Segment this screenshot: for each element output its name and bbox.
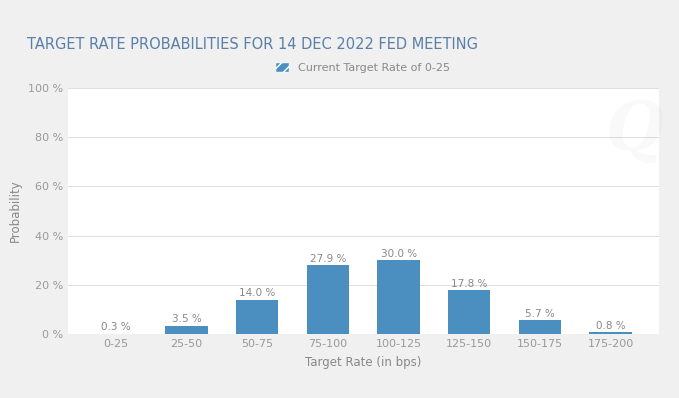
Text: 30.0 %: 30.0 % bbox=[380, 249, 417, 259]
Bar bbox=[307, 265, 349, 334]
Y-axis label: Probability: Probability bbox=[10, 179, 22, 242]
Bar bbox=[448, 291, 490, 334]
X-axis label: Target Rate (in bps): Target Rate (in bps) bbox=[305, 356, 422, 369]
Text: 14.0 %: 14.0 % bbox=[239, 288, 276, 298]
Bar bbox=[166, 326, 208, 334]
Legend: Current Target Rate of 0-25: Current Target Rate of 0-25 bbox=[272, 59, 455, 78]
Bar bbox=[519, 320, 561, 334]
Text: 5.7 %: 5.7 % bbox=[525, 308, 555, 318]
Text: TARGET RATE PROBABILITIES FOR 14 DEC 2022 FED MEETING: TARGET RATE PROBABILITIES FOR 14 DEC 202… bbox=[26, 37, 477, 52]
Text: 3.5 %: 3.5 % bbox=[172, 314, 202, 324]
Text: 17.8 %: 17.8 % bbox=[451, 279, 488, 289]
Text: 0.3 %: 0.3 % bbox=[101, 322, 131, 332]
Text: 0.8 %: 0.8 % bbox=[595, 321, 625, 331]
Bar bbox=[378, 260, 420, 334]
Text: 27.9 %: 27.9 % bbox=[310, 254, 346, 264]
Text: Q: Q bbox=[606, 100, 664, 164]
Bar bbox=[236, 300, 278, 334]
Bar bbox=[589, 332, 631, 334]
